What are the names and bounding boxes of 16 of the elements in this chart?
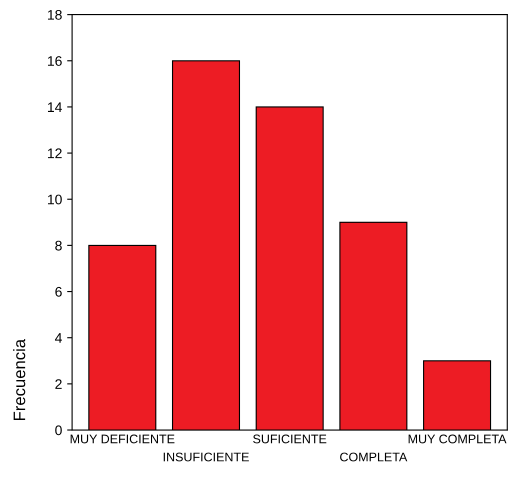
y-axis-title: Frecuencia bbox=[13, 338, 26, 420]
y-tick-label: 6 bbox=[55, 286, 62, 297]
y-tick-label: 18 bbox=[48, 10, 62, 20]
x-tick-label: INSUFICIENTE bbox=[164, 452, 249, 462]
y-tick-label: 2 bbox=[55, 379, 62, 389]
x-tick-label: SUFICIENTE bbox=[253, 434, 326, 444]
y-tick-label: 16 bbox=[48, 56, 62, 66]
x-tick-label: COMPLETA bbox=[340, 452, 408, 462]
x-tick-label: MUY DEFICIENTE bbox=[70, 434, 174, 444]
x-tick-label: MUY COMPLETA bbox=[408, 434, 506, 444]
y-tick-label: 14 bbox=[48, 102, 62, 112]
y-tick-label: 0 bbox=[55, 425, 62, 436]
y-tick-label: 10 bbox=[48, 194, 62, 204]
y-tick-label: 12 bbox=[48, 148, 62, 158]
y-tick-label: 8 bbox=[55, 240, 62, 251]
y-tick-label: 4 bbox=[54, 333, 62, 343]
